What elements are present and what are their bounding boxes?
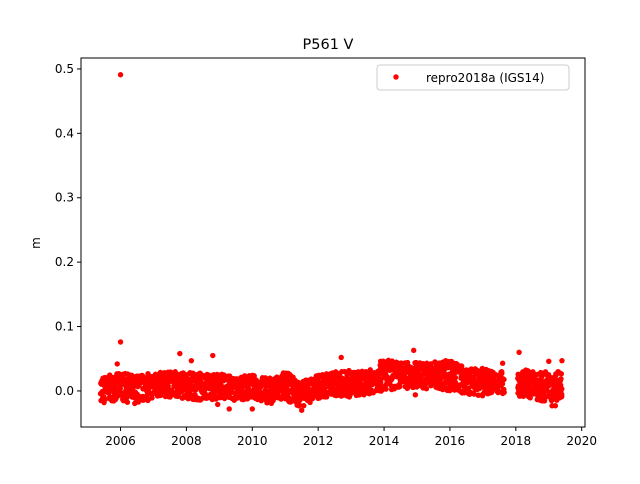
- data-point-outlier: [411, 347, 417, 354]
- y-tick-label: 0.0: [55, 384, 74, 398]
- data-point: [558, 371, 565, 377]
- data-point: [383, 386, 389, 392]
- data-point-outlier: [177, 350, 183, 357]
- data-point: [471, 391, 477, 397]
- data-point: [452, 374, 459, 381]
- data-point: [559, 386, 565, 392]
- data-point: [541, 398, 548, 404]
- data-points: [97, 72, 565, 413]
- legend-box: [376, 64, 570, 91]
- chart-title: P561 V: [303, 37, 354, 53]
- y-tick-label: 0.2: [55, 255, 74, 269]
- data-point-outlier: [338, 354, 344, 361]
- data-point: [558, 393, 565, 400]
- x-tick-label: 2020: [566, 434, 597, 448]
- data-point: [475, 392, 481, 398]
- data-point-outlier: [117, 339, 124, 345]
- data-point: [112, 384, 118, 391]
- data-point-outlier: [516, 349, 522, 355]
- y-axis-label: m: [29, 237, 43, 249]
- data-point: [356, 392, 362, 398]
- x-tick-label: 2018: [501, 434, 532, 448]
- plot-frame: [80, 57, 586, 428]
- y-tick-label: 0.5: [55, 62, 74, 76]
- data-point: [465, 385, 472, 391]
- data-point-outlier: [249, 406, 255, 412]
- data-point: [296, 401, 302, 407]
- legend-marker: [393, 74, 399, 80]
- data-point-outlier: [210, 352, 216, 359]
- data-point-outlier: [101, 399, 107, 406]
- data-point: [501, 389, 507, 396]
- x-tick-label: 2016: [435, 434, 466, 448]
- data-point-outlier: [226, 406, 232, 412]
- data-point: [149, 395, 155, 401]
- data-point-outlier: [559, 357, 565, 364]
- data-point: [498, 369, 505, 375]
- y-tick-label: 0.3: [55, 191, 74, 205]
- data-point: [501, 376, 507, 383]
- data-point: [139, 372, 145, 379]
- data-point: [527, 395, 533, 401]
- data-point-outlier: [549, 403, 555, 409]
- data-point: [284, 383, 290, 390]
- data-point-outlier: [117, 72, 124, 78]
- data-point: [301, 403, 307, 409]
- data-point-outlier: [299, 407, 305, 413]
- data-point: [251, 373, 257, 379]
- data-point: [423, 386, 430, 392]
- y-tick-label: 0.1: [55, 320, 74, 334]
- data-point-outlier: [188, 357, 195, 364]
- data-point: [124, 399, 131, 405]
- data-point-outlier: [546, 358, 552, 365]
- legend: repro2018a (IGS14): [376, 64, 570, 91]
- x-tick-label: 2008: [171, 434, 202, 448]
- data-point: [458, 365, 465, 372]
- x-tick-label: 2014: [369, 434, 400, 448]
- data-point: [558, 376, 564, 382]
- data-point: [452, 379, 459, 386]
- data-point-outlier: [499, 360, 506, 366]
- data-point-outlier: [114, 361, 120, 367]
- y-axis-ticks: 0.0 0.1 0.2 0.3 0.4 0.5: [55, 62, 81, 398]
- x-tick-label: 2010: [237, 434, 268, 448]
- x-tick-label: 2006: [105, 434, 136, 448]
- x-tick-label: 2012: [303, 434, 334, 448]
- data-point-outlier: [215, 401, 221, 408]
- data-point: [499, 381, 506, 387]
- data-point: [229, 389, 235, 396]
- data-point: [367, 367, 373, 373]
- legend-label: repro2018a (IGS14): [426, 71, 544, 85]
- y-tick-label: 0.4: [55, 126, 74, 140]
- data-point-outlier: [412, 392, 419, 398]
- x-axis-ticks: 2006 2008 2010 2012 2014 2016 2018 2020: [105, 427, 597, 448]
